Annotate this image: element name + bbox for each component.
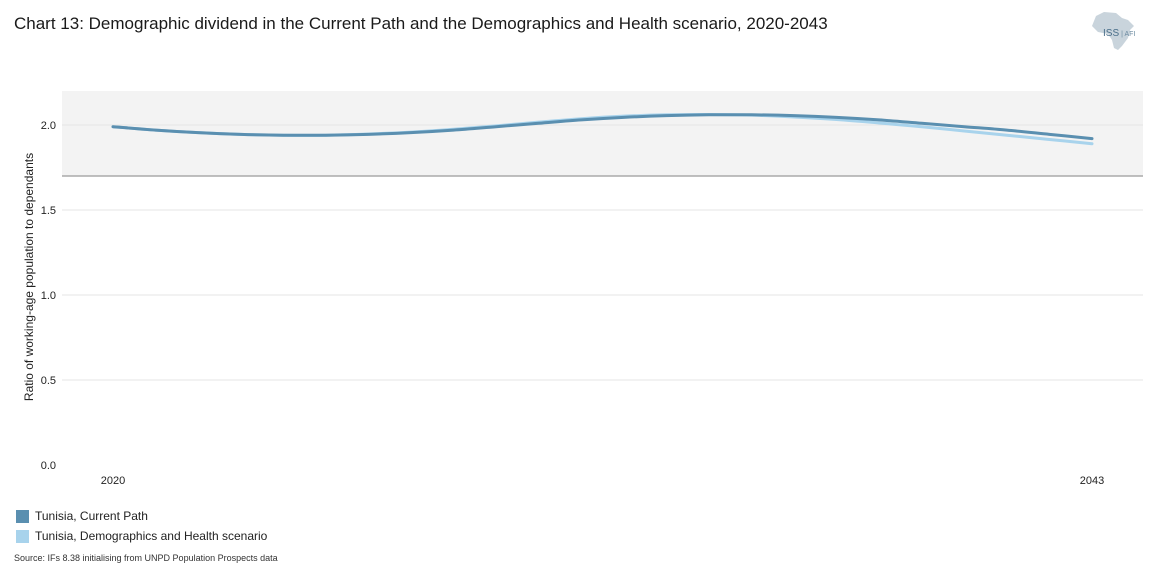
y-tick-label: 1.0 xyxy=(41,290,56,302)
y-tick-label: 0.5 xyxy=(41,375,56,387)
logo-sub: AFI xyxy=(1124,31,1136,38)
y-tick-label: 1.5 xyxy=(41,205,56,217)
legend-swatch-scenario xyxy=(16,529,29,543)
y-tick-label: 0.0 xyxy=(41,460,56,472)
legend: Tunisia, Current Path Tunisia, Demograph… xyxy=(16,506,267,546)
iss-afi-logo: ISS | AFI xyxy=(1103,28,1136,39)
legend-item-current-path: Tunisia, Current Path xyxy=(16,506,267,526)
series-line-current-path xyxy=(111,113,1094,141)
y-tick-label: 2.0 xyxy=(41,120,56,132)
logo-main: ISS xyxy=(1103,28,1120,39)
legend-label-current-path: Tunisia, Current Path xyxy=(35,509,148,523)
legend-swatch-current-path xyxy=(16,509,29,523)
legend-item-scenario: Tunisia, Demographics and Health scenari… xyxy=(16,526,267,546)
chart-title: Chart 13: Demographic dividend in the Cu… xyxy=(14,14,828,33)
x-tick-label: 2020 xyxy=(101,475,125,487)
legend-label-scenario: Tunisia, Demographics and Health scenari… xyxy=(35,529,268,543)
x-tick-label: 2043 xyxy=(1080,475,1104,487)
africa-map-icon xyxy=(1092,12,1134,50)
source-note: Source: IFs 8.38 initialising from UNPD … xyxy=(14,553,278,563)
y-axis-label: Ratio of working-age population to depen… xyxy=(22,153,36,401)
